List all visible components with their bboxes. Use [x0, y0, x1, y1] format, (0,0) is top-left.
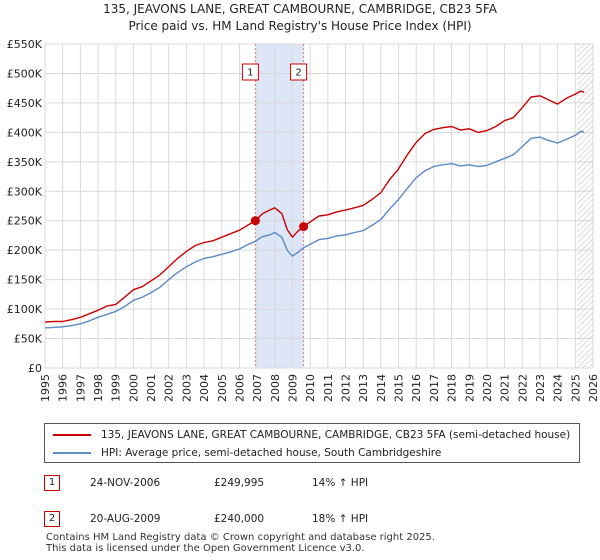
footer-attribution: Contains HM Land Registry data © Crown c… — [46, 532, 435, 554]
x-tick-label: 1995 — [39, 374, 52, 402]
transaction-number-badge: 2 — [44, 511, 60, 527]
x-tick-label: 2015 — [393, 374, 406, 402]
legend-label-property: 135, JEAVONS LANE, GREAT CAMBOURNE, CAMB… — [101, 429, 571, 441]
sale-marker-box — [290, 63, 308, 81]
y-tick-label: £250K — [7, 215, 43, 228]
table-row: 2 20-AUG-2009 £240,000 18% ↑ HPI — [44, 508, 564, 534]
chart-title: 135, JEAVONS LANE, GREAT CAMBOURNE, CAMB… — [0, 1, 600, 35]
title-line-2: Price paid vs. HM Land Registry's House … — [128, 19, 472, 33]
sale-point — [299, 222, 309, 232]
x-tick-label: 2023 — [534, 374, 547, 402]
x-tick-label: 1999 — [110, 374, 123, 402]
transaction-number-badge: 1 — [44, 475, 60, 491]
legend-item-hpi: HPI: Average price, semi-detached house,… — [53, 445, 441, 461]
x-tick-label: 2004 — [198, 374, 211, 402]
x-tick-label: 2009 — [286, 374, 299, 402]
property-price-line — [44, 90, 585, 323]
x-tick-label: 2000 — [127, 374, 140, 402]
footer-line-1: Contains HM Land Registry data © Crown c… — [46, 532, 435, 543]
x-tick-label: 2008 — [269, 374, 282, 402]
footer-line-2: This data is licensed under the Open Gov… — [46, 543, 365, 554]
transactions-table: 1 24-NOV-2006 £249,995 14% ↑ HPI 2 20-AU… — [44, 472, 564, 534]
title-line-1: 135, JEAVONS LANE, GREAT CAMBOURNE, CAMB… — [103, 2, 497, 16]
x-tick-label: 1998 — [92, 374, 105, 402]
y-tick-label: £450K — [7, 97, 43, 110]
x-tick-label: 2002 — [163, 374, 176, 402]
table-row: 1 24-NOV-2006 £249,995 14% ↑ HPI — [44, 472, 564, 498]
y-tick-label: £150K — [7, 274, 43, 287]
forecast-hatch — [577, 44, 593, 368]
x-tick-label: 2016 — [410, 374, 423, 402]
sale-point — [250, 216, 260, 226]
y-tick-label: £500K — [7, 67, 43, 80]
y-tick-label: £50K — [14, 333, 43, 346]
transaction-price: £249,995 — [214, 477, 265, 489]
legend-item-property: 135, JEAVONS LANE, GREAT CAMBOURNE, CAMB… — [53, 427, 570, 443]
holding-period-shade — [255, 44, 304, 368]
x-tick-label: 2021 — [499, 374, 512, 402]
x-tick-label: 2017 — [428, 374, 441, 402]
transaction-date: 20-AUG-2009 — [90, 513, 161, 525]
x-tick-label: 2012 — [340, 374, 353, 402]
x-tick-label: 2019 — [463, 374, 476, 402]
x-tick-label: 2011 — [322, 374, 335, 402]
y-tick-label: £200K — [7, 244, 43, 257]
legend: 135, JEAVONS LANE, GREAT CAMBOURNE, CAMB… — [44, 423, 580, 463]
x-tick-label: 2025 — [569, 374, 582, 402]
sale-marker-label: 2 — [295, 68, 301, 79]
legend-swatch-hpi — [53, 452, 91, 454]
y-tick-label: £550K — [7, 38, 43, 51]
x-tick-label: 2018 — [446, 374, 459, 402]
x-tick-label: 2005 — [216, 374, 229, 402]
y-tick-label: £300K — [7, 185, 43, 198]
y-tick-label: £350K — [7, 156, 43, 169]
sale-marker-label: 1 — [247, 68, 253, 79]
x-tick-label: 2020 — [481, 374, 494, 402]
x-tick-label: 2006 — [233, 374, 246, 402]
transaction-hpi-change: 14% ↑ HPI — [312, 477, 369, 489]
x-tick-label: 2001 — [145, 374, 158, 402]
x-tick-label: 2024 — [552, 374, 565, 402]
legend-label-hpi: HPI: Average price, semi-detached house,… — [101, 447, 442, 459]
y-tick-label: £100K — [7, 303, 43, 316]
hpi-line — [44, 130, 585, 329]
x-tick-label: 2022 — [516, 374, 529, 402]
x-tick-label: 2003 — [180, 374, 193, 402]
x-tick-label: 2010 — [304, 374, 317, 402]
sale-marker-box — [241, 63, 259, 81]
x-tick-label: 2026 — [587, 374, 600, 402]
x-tick-label: 2014 — [375, 374, 388, 402]
x-tick-label: 2013 — [357, 374, 370, 402]
x-tick-label: 1996 — [57, 374, 70, 402]
transaction-price: £240,000 — [214, 513, 265, 525]
x-tick-label: 2007 — [251, 374, 264, 402]
y-tick-label: £400K — [7, 126, 43, 139]
legend-swatch-property — [53, 434, 91, 436]
x-tick-label: 1997 — [74, 374, 87, 402]
transaction-date: 24-NOV-2006 — [90, 477, 161, 489]
y-tick-label: £0 — [28, 362, 42, 375]
price-chart: 1 2 £0 £50K £100K £150K £200K £250K £300K £350K £… — [7, 38, 600, 402]
transaction-hpi-change: 18% ↑ HPI — [312, 513, 369, 525]
